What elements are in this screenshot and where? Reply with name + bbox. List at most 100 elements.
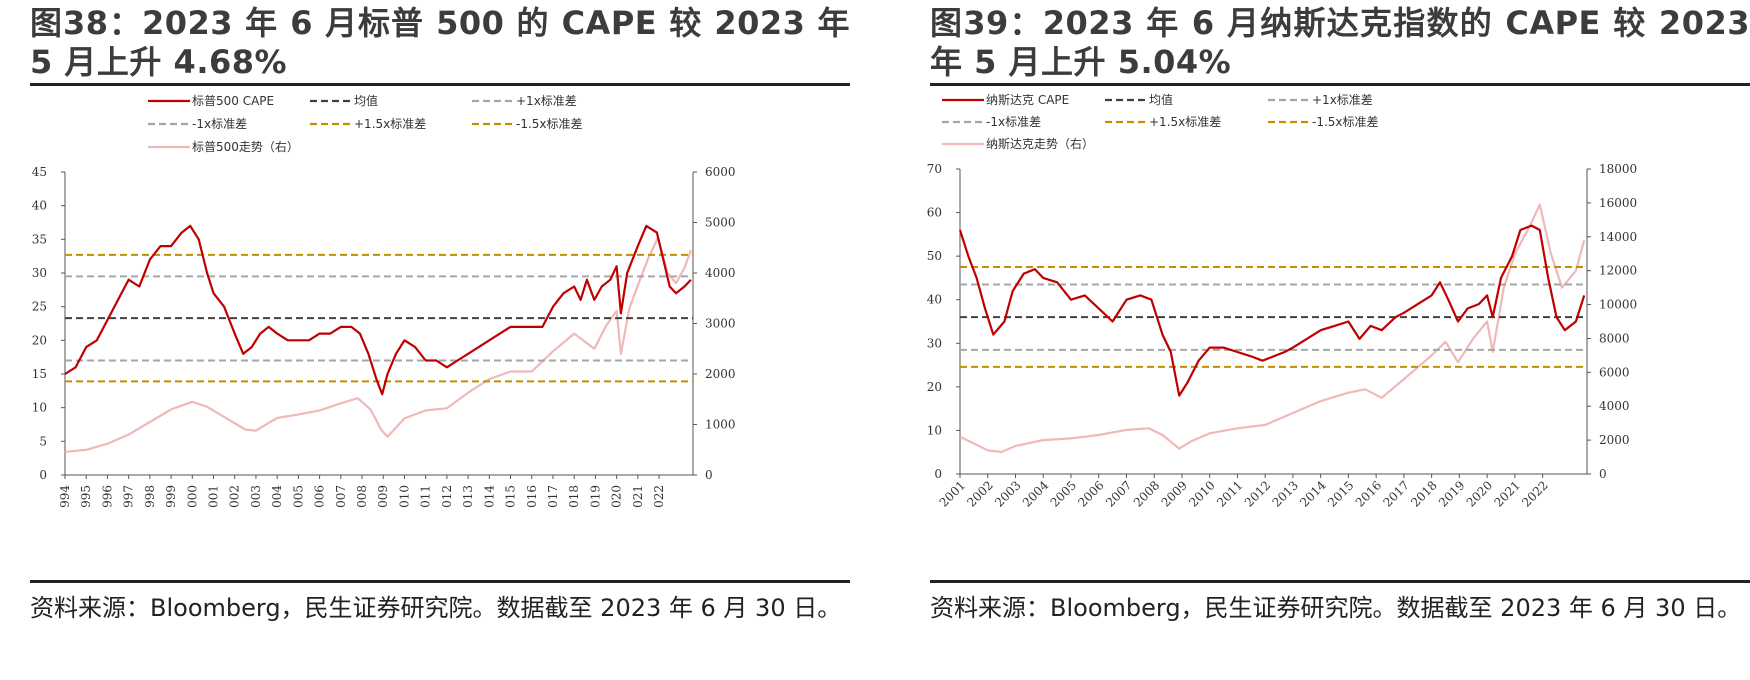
sp500-cape-chart: 0 5 10 15 20 25 30 35 40 45 0 1000 2000 3000 4000 5000 6…: [32, 93, 736, 508]
y-tick-label-right: 10000: [1599, 298, 1637, 312]
legend-label: 标普500走势（右）: [192, 139, 299, 154]
x-tick-label: 2012: [440, 485, 454, 508]
cape-series-line: [958, 224, 1586, 397]
x-tick-label: 2019: [1436, 478, 1467, 508]
legend-label: 纳斯达克 CAPE: [986, 93, 1069, 107]
y-tick-label-right: 14000: [1599, 230, 1637, 244]
y-tick-label-right: 0: [705, 468, 713, 482]
x-tick-label: 1998: [143, 485, 157, 508]
y-tick-label-right: 4000: [705, 266, 736, 280]
x-tick-label: 2009: [1159, 478, 1190, 508]
y-tick-label-left: 25: [32, 300, 47, 314]
y-tick-label-left: 10: [32, 401, 47, 415]
legend-label: 均值: [1149, 92, 1173, 107]
top-rule: [30, 83, 850, 86]
x-tick-label: 2006: [313, 485, 327, 508]
figure-title: 图39：2023 年 6 月纳斯达克指数的 CAPE 较 2023 年 5 月上…: [930, 4, 1750, 81]
x-tick-label: 1997: [122, 485, 136, 508]
x-tick-label: 2014: [1297, 478, 1329, 508]
y-tick-label-left: 40: [927, 293, 942, 307]
x-tick-label: 2003: [249, 485, 263, 508]
y-tick-label-right: 2000: [705, 367, 736, 381]
y-tick-label-right: 6000: [705, 165, 736, 179]
chart-panel-left: 图38：2023 年 6 月标普 500 的 CAPE 较 2023 年 5 月…: [0, 0, 850, 680]
y-tick-label-right: 0: [1599, 467, 1607, 481]
x-tick-label: 2007: [1103, 478, 1134, 508]
x-tick-label: 2022: [1519, 478, 1550, 508]
x-tick-label: 2017: [546, 485, 560, 508]
x-tick-label: 2015: [1325, 478, 1356, 508]
y-tick-label-left: 60: [927, 206, 942, 220]
y-tick-label-left: 20: [32, 333, 47, 347]
source-note: 资料来源：Bloomberg，民生证券研究院。数据截至 2023 年 6 月 3…: [930, 594, 1742, 622]
x-tick-label: 2009: [376, 485, 390, 508]
x-tick-label: 2010: [1186, 478, 1217, 508]
x-tick-label: 2007: [334, 485, 348, 508]
x-tick-label: 1996: [100, 485, 114, 508]
x-tick-label: 1995: [79, 485, 93, 508]
y-tick-label-left: 30: [927, 336, 942, 350]
figure-title: 图38：2023 年 6 月标普 500 的 CAPE 较 2023 年 5 月…: [30, 4, 850, 81]
legend-label: 标普500 CAPE: [192, 94, 274, 108]
y-tick-label-right: 12000: [1599, 264, 1637, 278]
x-tick-label: 2001: [207, 485, 221, 508]
x-tick-label: 2011: [419, 485, 433, 508]
nasdaq-cape-chart: 0 10 20 30 40 50 60 70 0 2000 4000 6000 8000 10000 120…: [927, 92, 1637, 508]
legend-label: 纳斯达克走势（右）: [986, 136, 1094, 151]
x-tick-label: 2002: [964, 478, 995, 508]
y-tick-label-left: 0: [39, 468, 47, 482]
x-tick-label: 2018: [567, 485, 581, 508]
x-tick-label: 2000: [185, 485, 199, 508]
cape-series-line: [64, 224, 692, 396]
y-tick-label-left: 40: [32, 199, 47, 213]
x-tick-label: 2012: [1242, 478, 1273, 508]
y-tick-label-left: 45: [32, 165, 47, 179]
x-tick-label: 1994: [58, 485, 72, 508]
legend-label: +1x标准差: [1312, 93, 1373, 107]
x-tick-label: 2004: [1020, 478, 1052, 508]
y-tick-label-right: 2000: [1599, 433, 1630, 447]
bottom-rule: [30, 580, 850, 583]
source-note: 资料来源：Bloomberg，民生证券研究院。数据截至 2023 年 6 月 3…: [30, 594, 842, 622]
x-tick-label: 2015: [504, 485, 518, 508]
legend-label: +1.5x标准差: [1149, 115, 1221, 129]
index-series-line: [64, 236, 692, 453]
x-tick-label: 2003: [992, 478, 1023, 508]
chart-panel-right: 图39：2023 年 6 月纳斯达克指数的 CAPE 较 2023 年 5 月上…: [900, 0, 1750, 680]
y-tick-label-left: 15: [32, 367, 47, 381]
index-series-line: [959, 203, 1586, 454]
legend-label: 均值: [354, 93, 378, 108]
y-tick-label-left: 35: [32, 232, 47, 246]
y-tick-label-left: 30: [32, 266, 47, 280]
x-tick-label: 2021: [631, 485, 645, 508]
x-tick-label: 2019: [588, 485, 602, 508]
y-tick-label-right: 1000: [705, 418, 736, 432]
bottom-rule: [930, 580, 1750, 583]
x-tick-label: 2005: [291, 485, 305, 508]
legend-label: -1x标准差: [192, 117, 247, 131]
x-tick-label: 2021: [1491, 478, 1522, 508]
x-tick-label: 2016: [525, 485, 539, 508]
y-tick-label-right: 4000: [1599, 399, 1630, 413]
y-tick-label-left: 70: [927, 162, 942, 176]
legend-label: +1x标准差: [516, 94, 577, 108]
y-tick-label-left: 5: [39, 434, 47, 448]
x-tick-label: 2001: [937, 478, 968, 508]
x-tick-label: 1999: [164, 485, 178, 508]
top-rule: [930, 83, 1750, 86]
x-tick-label: 2013: [1270, 478, 1301, 508]
y-tick-label-left: 10: [927, 423, 942, 437]
x-tick-label: 2005: [1048, 478, 1079, 508]
x-tick-label: 2002: [228, 485, 242, 508]
x-tick-label: 2020: [610, 485, 624, 508]
x-tick-label: 2006: [1075, 478, 1106, 508]
legend-label: -1.5x标准差: [1312, 115, 1379, 129]
y-tick-label-right: 3000: [705, 317, 736, 331]
x-tick-label: 2004: [270, 485, 284, 508]
y-tick-label-left: 20: [927, 380, 942, 394]
y-tick-label-right: 5000: [705, 216, 736, 230]
x-tick-label: 2008: [1131, 478, 1162, 508]
legend-label: -1.5x标准差: [516, 117, 583, 131]
x-tick-label: 2008: [355, 485, 369, 508]
x-tick-label: 2022: [652, 485, 666, 508]
